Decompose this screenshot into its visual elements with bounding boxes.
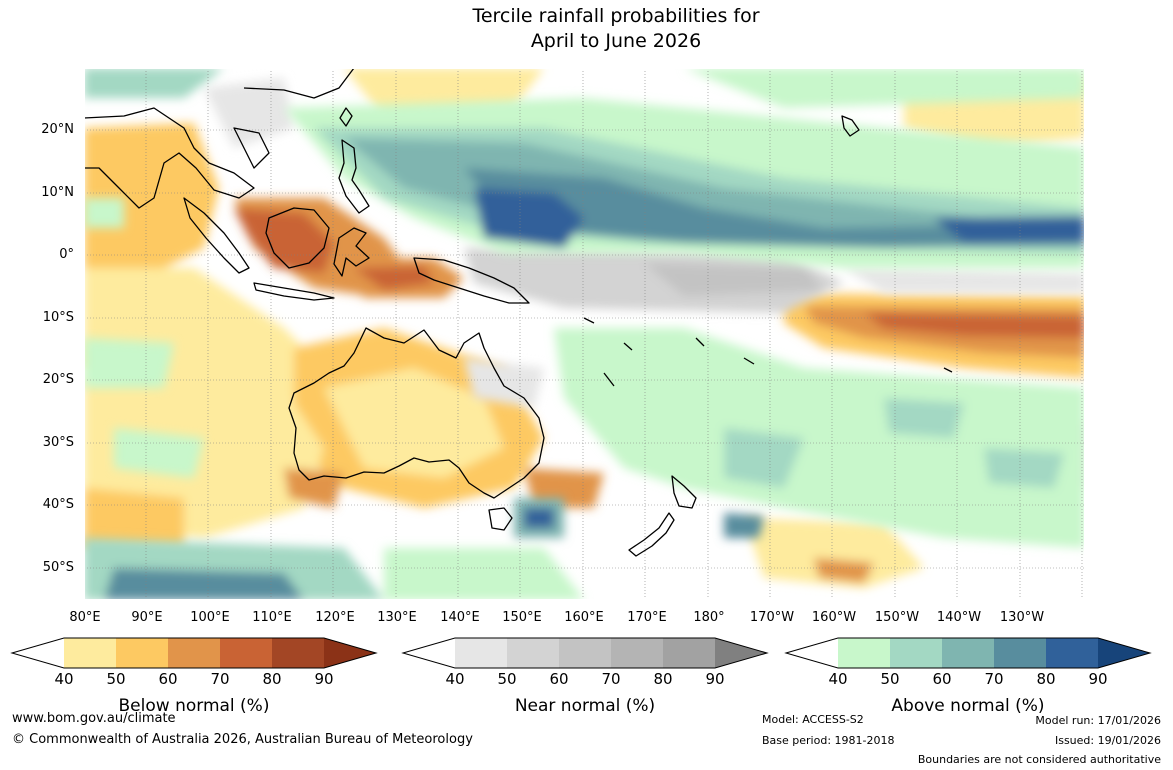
below-tick-90: 90 [314,670,334,688]
colorbar-near-normal-segment-6 [715,638,767,668]
lon-label-130w: 130°W [999,610,1045,625]
near-normal-title: Near normal (%) [514,696,656,716]
map-canvas [84,68,1085,600]
below-tick-60: 60 [158,670,178,688]
colorbar-near-normal [401,637,769,669]
above-tick-70: 70 [984,670,1004,688]
near-tick-60: 60 [549,670,569,688]
below-normal-title: Below normal (%) [118,696,270,716]
lon-label-90e: 90°E [131,610,163,625]
above-tick-50: 50 [880,670,900,688]
colorbar-above-normal-segment-6 [1098,638,1150,668]
footer-model-run: Model run: 17/01/2026 [1035,714,1161,727]
near-tick-50: 50 [497,670,517,688]
lat-label-10s: 10°S [42,310,74,325]
map-title: Tercile rainfall probabilities for April… [0,4,1173,54]
colorbar-below-normal-segment-3 [168,638,220,668]
colorbar-above-normal-segment-2 [890,638,942,668]
colorbar-near-normal-segment-3 [559,638,611,668]
lon-label-160w: 160°W [811,610,857,625]
lat-label-20n: 20°N [41,122,74,137]
colorbar-above-normal-segment-4 [994,638,1046,668]
footer-model: Model: ACCESS-S2 [762,713,864,726]
colorbar-below-normal-segment-6 [324,638,376,668]
colorbar-below-normal-segment-4 [220,638,272,668]
coastlines [84,68,953,557]
colorbar-below-normal-segment-0 [12,638,64,668]
footer-copyright: © Commonwealth of Australia 2026, Austra… [12,732,473,747]
colorbar-below-normal-segment-1 [64,638,116,668]
below-tick-50: 50 [106,670,126,688]
lat-label-40s: 40°S [42,497,74,512]
lat-label-20s: 20°S [42,372,74,387]
lon-label-170e: 170°E [627,610,667,625]
lon-label-180: 180° [693,610,725,625]
near-tick-70: 70 [601,670,621,688]
above-tick-40: 40 [828,670,848,688]
above-tick-80: 80 [1036,670,1056,688]
lon-label-110e: 110°E [252,610,292,625]
title-line-1: Tercile rainfall probabilities for [472,5,760,27]
footer-url[interactable]: www.bom.gov.au/climate [12,711,176,726]
footer-boundaries: Boundaries are not considered authoritat… [917,753,1161,766]
colorbar-above-normal-segment-5 [1046,638,1098,668]
lon-label-100e: 100°E [190,610,230,625]
lon-label-160e: 160°E [564,610,604,625]
grid-lines [84,68,1085,600]
above-tick-60: 60 [932,670,952,688]
colorbar-near-normal-segment-2 [507,638,559,668]
lat-label-10n: 10°N [41,185,74,200]
title-line-2: April to June 2026 [530,30,702,52]
footer-issued: Issued: 19/01/2026 [1054,734,1161,747]
lat-label-50s: 50°S [42,560,74,575]
lon-label-130e: 130°E [377,610,417,625]
above-normal-title: Above normal (%) [891,696,1045,716]
lon-label-120e: 120°E [315,610,355,625]
lon-label-80e: 80°E [69,610,101,625]
lon-label-170w: 170°W [749,610,795,625]
lon-label-150e: 150°E [502,610,542,625]
below-tick-40: 40 [54,670,74,688]
colorbar-near-normal-segment-5 [663,638,715,668]
lon-label-140w: 140°W [936,610,982,625]
colorbar-above-normal-segment-3 [942,638,994,668]
lat-label-equator: 0° [59,247,74,262]
colorbar-below-normal-segment-5 [272,638,324,668]
near-tick-40: 40 [445,670,465,688]
colorbar-above-normal [784,637,1152,669]
colorbar-above-normal-segment-1 [838,638,890,668]
near-tick-90: 90 [705,670,725,688]
colorbar-near-normal-segment-0 [403,638,455,668]
colorbar-below-normal-segment-2 [116,638,168,668]
lat-label-30s: 30°S [42,435,74,450]
colorbar-above-normal-segment-0 [786,638,838,668]
lon-label-150w: 150°W [874,610,920,625]
colorbar-near-normal-segment-4 [611,638,663,668]
colorbar-below-normal [10,637,378,669]
above-tick-90: 90 [1088,670,1108,688]
rainfall-map [84,68,1085,600]
colorbar-near-normal-segment-1 [455,638,507,668]
footer-base-period: Base period: 1981-2018 [762,734,895,747]
below-tick-80: 80 [262,670,282,688]
lon-label-140e: 140°E [440,610,480,625]
near-tick-80: 80 [653,670,673,688]
below-tick-70: 70 [210,670,230,688]
